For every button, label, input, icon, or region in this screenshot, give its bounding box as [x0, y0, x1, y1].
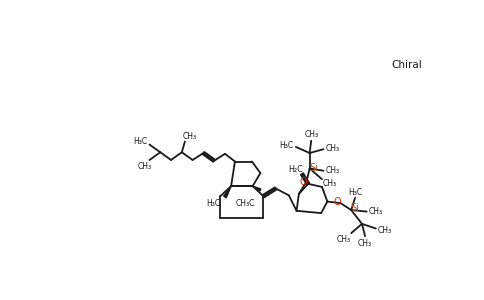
- Text: CH₃: CH₃: [326, 144, 340, 153]
- Text: O: O: [333, 196, 341, 206]
- Text: H₃C: H₃C: [206, 199, 220, 208]
- Text: CH₃C: CH₃C: [236, 199, 255, 208]
- Text: CH₃: CH₃: [336, 235, 350, 244]
- Text: H₃C: H₃C: [348, 188, 362, 197]
- Text: CH₃: CH₃: [304, 130, 318, 139]
- Polygon shape: [224, 186, 231, 198]
- Text: CH₃: CH₃: [182, 132, 197, 141]
- Text: H₃C: H₃C: [133, 137, 147, 146]
- Text: H₃C: H₃C: [279, 141, 294, 150]
- Text: O: O: [300, 177, 307, 187]
- Text: H₂C: H₂C: [288, 166, 303, 175]
- Text: Chiral: Chiral: [391, 60, 422, 70]
- Text: Si: Si: [310, 163, 318, 173]
- Polygon shape: [253, 186, 261, 191]
- Text: CH₃: CH₃: [358, 239, 372, 248]
- Text: CH₃: CH₃: [378, 226, 392, 235]
- Text: Si: Si: [350, 203, 360, 214]
- Text: CH₃: CH₃: [369, 207, 383, 216]
- Text: CH₃: CH₃: [138, 162, 152, 171]
- Text: CH₃: CH₃: [326, 166, 340, 175]
- Text: CH₃: CH₃: [323, 179, 337, 188]
